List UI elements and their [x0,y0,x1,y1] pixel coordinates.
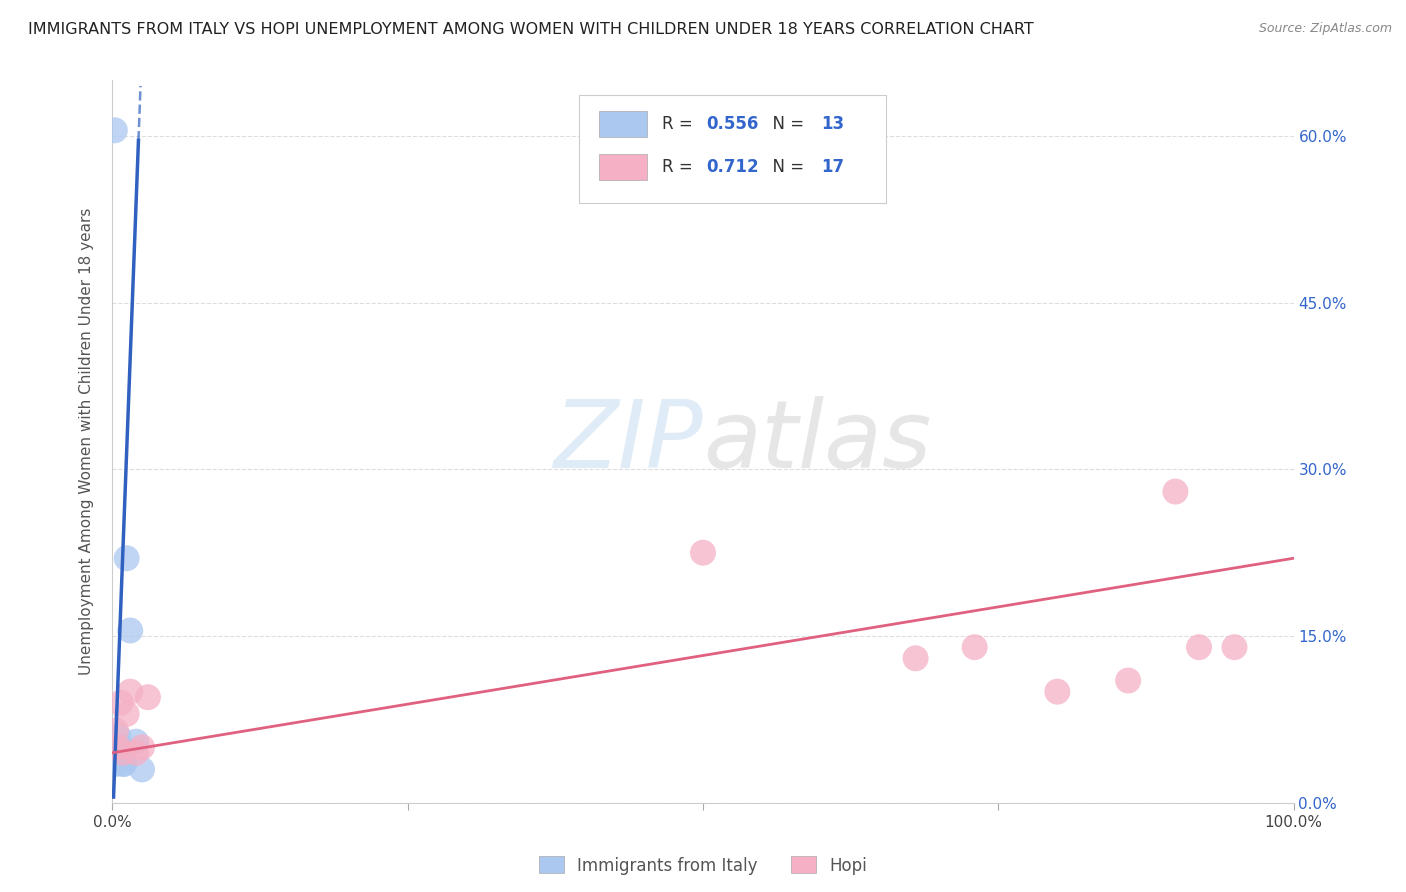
Text: atlas: atlas [703,396,931,487]
Point [107,740,129,755]
Text: IMMIGRANTS FROM ITALY VS HOPI UNEMPLOYMENT AMONG WOMEN WITH CHILDREN UNDER 18 YE: IMMIGRANTS FROM ITALY VS HOPI UNEMPLOYME… [28,22,1033,37]
Point [112,756,135,771]
Point [131,763,153,777]
Text: 13: 13 [821,115,844,133]
Point [1046,684,1069,698]
Text: 0.712: 0.712 [707,158,759,176]
Legend: Immigrants from Italy, Hopi: Immigrants from Italy, Hopi [533,850,873,881]
Point [110,751,132,765]
Point [108,751,131,765]
Point [1188,640,1211,655]
Point [1164,484,1187,499]
Point [125,734,148,748]
Point [110,696,132,710]
Text: Source: ZipAtlas.com: Source: ZipAtlas.com [1258,22,1392,36]
Point [105,723,128,738]
FancyBboxPatch shape [599,111,648,136]
Text: N =: N = [762,115,810,133]
Point [112,746,135,760]
Point [904,651,927,665]
Point [1116,673,1139,688]
Text: 17: 17 [821,158,844,176]
Point [963,640,986,655]
Point [105,756,128,771]
Point [1223,640,1246,655]
Point [112,756,135,771]
Text: 0.556: 0.556 [707,115,759,133]
Point [107,729,129,743]
Point [125,746,148,760]
Point [104,123,127,137]
Text: ZIP: ZIP [554,396,703,487]
Point [105,746,128,760]
Point [111,740,134,755]
FancyBboxPatch shape [579,95,886,203]
Text: R =: R = [662,115,697,133]
Text: N =: N = [762,158,810,176]
Y-axis label: Unemployment Among Women with Children Under 18 years: Unemployment Among Women with Children U… [79,208,94,675]
Point [692,546,714,560]
Point [131,740,153,755]
Point [136,690,159,705]
FancyBboxPatch shape [599,154,648,180]
Point [120,684,142,698]
Text: R =: R = [662,158,697,176]
Point [115,551,138,566]
Point [120,624,142,638]
Point [115,706,138,721]
